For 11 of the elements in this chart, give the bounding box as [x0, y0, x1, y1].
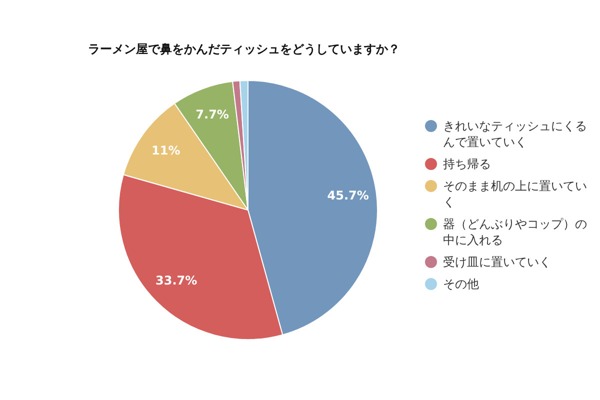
data-label: 7.7% [196, 108, 229, 122]
legend-label: きれいなティッシュにくるんで置いていく [443, 118, 588, 150]
data-label: 45.7% [327, 188, 369, 203]
data-label: 33.7% [156, 273, 198, 288]
data-label: 11% [152, 143, 180, 158]
legend-label: 器（どんぶりやコップ）の中に入れる [443, 216, 588, 248]
legend-label: 受け皿に置いていく [443, 254, 551, 270]
legend-label: そのまま机の上に置いていく [443, 178, 588, 210]
chart-title: ラーメン屋で鼻をかんだティッシュをどうしていますか？ [88, 41, 400, 58]
legend-label: 持ち帰る [443, 156, 491, 172]
legend-label: その他 [443, 276, 479, 292]
